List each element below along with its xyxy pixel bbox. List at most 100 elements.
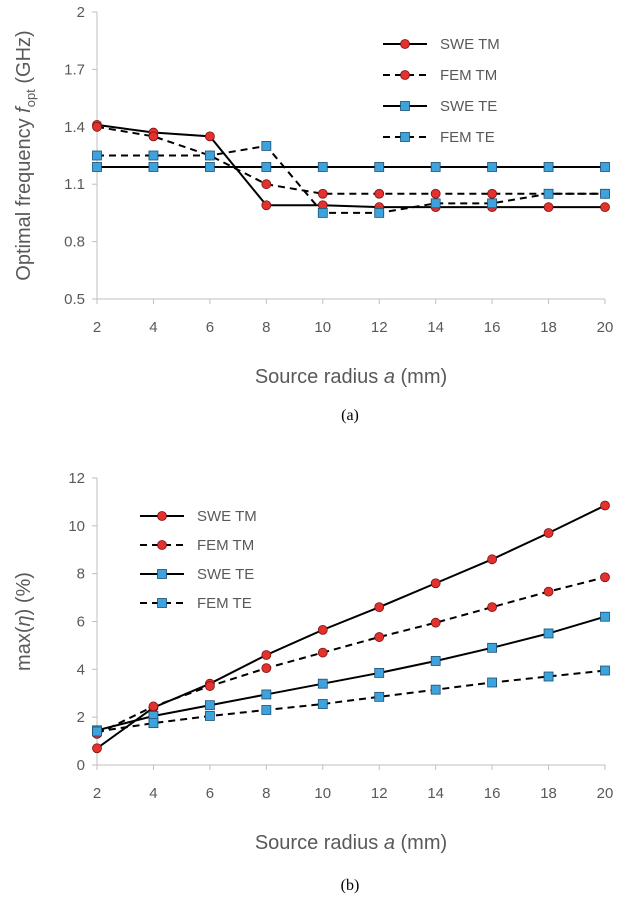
x-axis-label-part: a [384, 832, 395, 854]
series-line-fem-tm [96, 125, 605, 195]
x-axis-label-part: Source radius [255, 366, 384, 388]
point-fem-tm [148, 701, 159, 712]
x-tick-label: 20 [597, 319, 614, 336]
legend-label-fem-te: FEM TE [197, 595, 252, 612]
point-fem-tm [261, 663, 272, 674]
series-line-swe-te [96, 615, 606, 732]
caption-b: (b) [341, 877, 360, 894]
point-swe-te [430, 656, 441, 666]
point-fem-te [261, 141, 272, 151]
caption-a: (a) [341, 407, 359, 424]
point-swe-te [487, 642, 498, 653]
point-fem-te [317, 699, 328, 709]
point-swe-te [92, 162, 102, 172]
point-fem-tm [487, 188, 498, 199]
legend-marker-swe-tm [400, 39, 410, 49]
y-tick-label: 1.1 [64, 176, 85, 193]
x-tick-label: 8 [262, 319, 270, 336]
x-tick-label: 4 [149, 785, 157, 802]
legend-marker-swe-te [157, 569, 167, 579]
y-tick-label: 1.7 [64, 61, 85, 78]
x-tick-label: 10 [314, 319, 331, 336]
point-swe-tm [543, 528, 554, 538]
x-tick-label: 8 [262, 785, 270, 802]
point-fem-tm [430, 188, 441, 199]
point-fem-te [374, 207, 385, 218]
point-swe-tm [430, 578, 441, 589]
point-swe-te [374, 162, 385, 172]
y-tick-label: 12 [68, 470, 85, 487]
point-fem-tm [374, 188, 385, 199]
point-fem-te [543, 671, 554, 682]
point-swe-tm [204, 131, 215, 142]
point-swe-te [148, 162, 159, 172]
point-swe-te [600, 162, 610, 172]
point-fem-te [204, 150, 215, 161]
y-axis-label: Optimal frequency fopt (GHz) [13, 30, 38, 280]
point-fem-te [600, 188, 610, 199]
y-tick-label: 2 [77, 4, 85, 21]
point-swe-te [543, 162, 554, 172]
y-axis-label-part: (GHz) [13, 30, 35, 89]
y-tick-label: 8 [77, 566, 85, 583]
x-axis-label-part: (mm) [395, 832, 447, 854]
point-fem-tm [317, 647, 328, 658]
point-swe-te [261, 689, 272, 700]
x-tick-label: 4 [149, 319, 157, 336]
point-fem-tm [374, 632, 385, 642]
series-line-fem-te [96, 669, 606, 733]
y-axis-label-part: Optimal frequency [13, 113, 35, 281]
x-tick-label: 18 [540, 319, 557, 336]
series-line-fem-tm [96, 576, 606, 735]
point-swe-te [600, 611, 610, 622]
x-axis-label: Source radius a (mm) [255, 832, 447, 854]
legend-label-fem-tm: FEM TM [197, 537, 254, 554]
y-tick-label: 0.8 [64, 234, 85, 251]
point-fem-te [543, 188, 554, 199]
point-swe-te [317, 678, 328, 689]
x-tick-label: 16 [484, 319, 501, 336]
point-fem-te [148, 718, 159, 729]
series-line-swe-tm [96, 123, 605, 209]
y-tick-label: 0.5 [64, 291, 85, 308]
point-fem-tm [261, 179, 272, 190]
x-tick-label: 2 [93, 785, 101, 802]
legend-marker-fem-tm [400, 70, 410, 80]
point-swe-te [374, 668, 385, 678]
legend-label-fem-tm: FEM TM [440, 67, 497, 84]
legend-marker-fem-tm [157, 540, 167, 550]
point-fem-tm [600, 572, 610, 583]
point-swe-te [317, 162, 328, 172]
legend-label-swe-tm: SWE TM [440, 36, 500, 53]
point-fem-te [487, 677, 498, 688]
point-fem-te [487, 198, 498, 209]
point-fem-te [204, 711, 215, 721]
x-tick-label: 12 [371, 785, 388, 802]
point-swe-tm [487, 554, 498, 565]
point-fem-te [92, 726, 102, 737]
legend-label-fem-te: FEM TE [440, 129, 495, 146]
point-swe-tm [600, 500, 610, 511]
point-swe-tm [317, 624, 328, 635]
point-fem-te [261, 705, 272, 715]
point-fem-te [374, 691, 385, 702]
x-axis-label: Source radius a (mm) [255, 366, 447, 388]
x-tick-label: 20 [597, 785, 614, 802]
x-tick-label: 6 [206, 785, 214, 802]
series-line-swe-tm [96, 504, 606, 750]
point-fem-tm [92, 121, 102, 132]
point-swe-te [543, 628, 554, 639]
x-tick-label: 14 [427, 319, 444, 336]
legend-label-swe-te: SWE TE [440, 98, 497, 115]
point-fem-te [430, 198, 441, 209]
point-swe-tm [92, 743, 102, 754]
legend-label-swe-tm: SWE TM [197, 508, 257, 525]
x-tick-label: 18 [540, 785, 557, 802]
point-fem-tm [204, 681, 215, 691]
x-axis-label-part: a [384, 366, 395, 388]
point-fem-te [600, 665, 610, 676]
point-fem-tm [317, 188, 328, 199]
legend-label-swe-te: SWE TE [197, 566, 254, 583]
